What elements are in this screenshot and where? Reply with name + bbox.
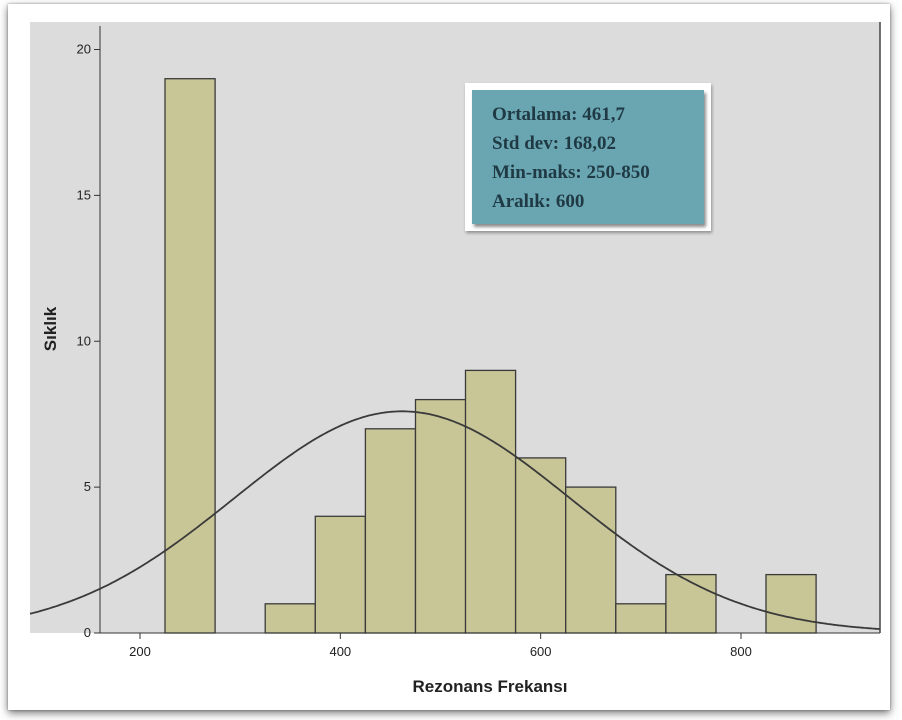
histogram-bar bbox=[565, 486, 617, 634]
normal-curve bbox=[29, 410, 881, 630]
x-axis-title: Rezonans Frekansı bbox=[413, 677, 568, 696]
x-tick-label: 800 bbox=[730, 644, 752, 659]
stats-mean: Ortalama: 461,7 bbox=[492, 104, 625, 125]
histogram-bar bbox=[765, 573, 817, 634]
histogram-bar bbox=[464, 369, 517, 634]
histogram-bar bbox=[615, 603, 667, 634]
histogram-bar bbox=[514, 457, 567, 634]
x-tick-label: 600 bbox=[530, 644, 552, 659]
chart-frame: 0 5 10 15 20 200 400 600 800 Sıklık Rezonans Fr… bbox=[8, 4, 890, 710]
y-tick-label: 0 bbox=[84, 625, 91, 640]
histogram-chart: 0 5 10 15 20 200 400 600 800 Sıklık Rezonans Fr… bbox=[29, 22, 881, 696]
x-tick-label: 400 bbox=[329, 644, 351, 659]
histogram-bar bbox=[264, 603, 316, 634]
stats-box: Ortalama: 461,7 Std dev: 168,02 Min-maks… bbox=[465, 83, 711, 231]
stats-box-panel: Ortalama: 461,7 Std dev: 168,02 Min-maks… bbox=[472, 90, 704, 224]
y-tick-label: 15 bbox=[77, 187, 91, 202]
histogram-bar bbox=[164, 78, 216, 634]
x-tick-label: 200 bbox=[129, 644, 151, 659]
histogram-bar bbox=[414, 398, 467, 634]
stats-min-max: Min-maks: 250-850 bbox=[492, 162, 650, 183]
histogram-bar bbox=[665, 573, 717, 634]
stats-std-dev: Std dev: 168,02 bbox=[492, 133, 617, 154]
y-tick-label: 20 bbox=[77, 42, 91, 57]
y-tick-label: 5 bbox=[84, 479, 91, 494]
histogram-bar bbox=[314, 515, 367, 634]
y-axis-title: Sıklık bbox=[41, 306, 60, 351]
histogram-bar bbox=[364, 428, 417, 634]
y-tick-label: 10 bbox=[77, 333, 91, 348]
stats-range: Aralık: 600 bbox=[492, 191, 585, 212]
